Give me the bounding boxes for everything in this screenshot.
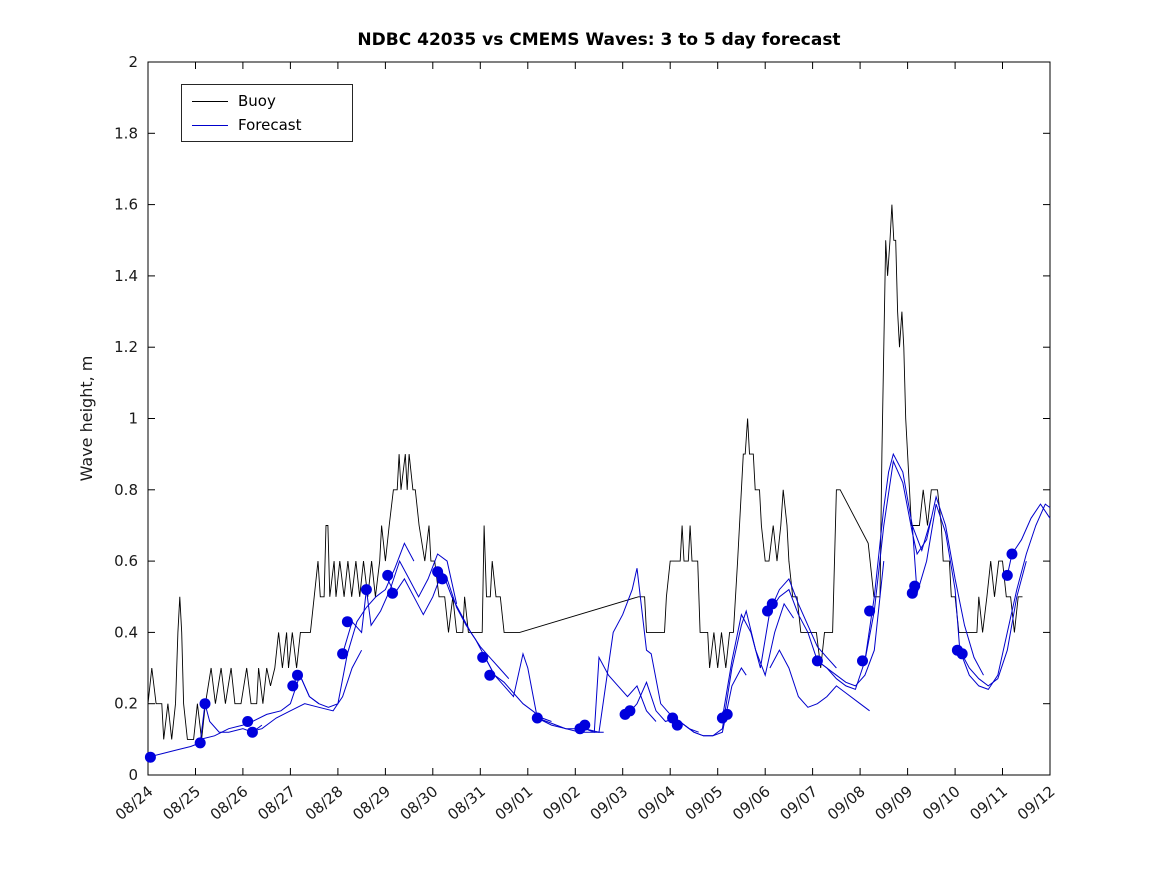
forecast-line bbox=[769, 561, 885, 687]
forecast-marker bbox=[292, 669, 303, 681]
forecast-line bbox=[584, 568, 699, 733]
forecast-marker bbox=[864, 605, 876, 617]
forecast-line-sample bbox=[192, 124, 228, 126]
forecast-line bbox=[1006, 503, 1051, 576]
forecast-marker bbox=[857, 655, 868, 667]
x-tick-label: 08/24 bbox=[112, 782, 157, 824]
forecast-line bbox=[911, 503, 1027, 687]
forecast-line bbox=[342, 553, 458, 654]
x-tick-label: 09/05 bbox=[682, 782, 727, 824]
y-tick-label: 1.2 bbox=[114, 338, 138, 356]
forecast-line bbox=[817, 452, 932, 691]
forecast-line bbox=[674, 602, 795, 737]
forecast-marker bbox=[199, 698, 211, 710]
forecast-marker bbox=[242, 716, 254, 727]
forecast-line bbox=[247, 649, 363, 733]
x-tick-label: 08/31 bbox=[444, 782, 489, 824]
y-axis-label: Wave height, m bbox=[77, 356, 96, 482]
forecast-marker bbox=[144, 751, 156, 763]
x-tick-label: 09/04 bbox=[634, 782, 679, 824]
forecast-line bbox=[627, 667, 747, 737]
forecast-marker bbox=[956, 648, 968, 660]
x-tick-label: 08/29 bbox=[349, 782, 394, 824]
axes-box bbox=[147, 61, 1051, 776]
forecast-marker bbox=[246, 726, 258, 738]
forecast-marker bbox=[766, 598, 778, 610]
y-tick-label: 1.4 bbox=[114, 267, 138, 285]
y-tick-label: 1.6 bbox=[114, 196, 138, 214]
x-tick-label: 09/06 bbox=[729, 782, 774, 824]
y-tick-label: 0 bbox=[128, 766, 138, 784]
forecast-line bbox=[959, 503, 1051, 691]
y-tick-label: 1 bbox=[128, 410, 138, 428]
forecast-marker bbox=[721, 708, 733, 720]
forecast-line bbox=[537, 655, 657, 733]
legend-item-forecast: Forecast bbox=[192, 116, 342, 134]
legend-label-buoy: Buoy bbox=[238, 92, 276, 110]
y-tick-label: 2 bbox=[128, 53, 138, 71]
buoy-line-sample bbox=[192, 100, 228, 102]
forecast-marker bbox=[531, 712, 543, 724]
y-tick-label: 0.6 bbox=[114, 552, 138, 570]
x-tick-label: 08/27 bbox=[254, 782, 299, 824]
x-tick-label: 09/07 bbox=[776, 782, 821, 824]
chart-title: NDBC 42035 vs CMEMS Waves: 3 to 5 day fo… bbox=[357, 30, 841, 50]
x-tick-label: 08/26 bbox=[207, 782, 252, 824]
forecast-marker bbox=[811, 655, 823, 667]
forecast-marker bbox=[382, 569, 394, 581]
x-tick-label: 09/02 bbox=[539, 782, 584, 824]
legend-item-buoy: Buoy bbox=[192, 92, 342, 110]
forecast-line bbox=[384, 570, 510, 680]
y-tick-label: 1.8 bbox=[114, 124, 138, 142]
buoy-line bbox=[147, 204, 1023, 740]
forecast-marker bbox=[909, 580, 921, 592]
forecast-marker bbox=[341, 616, 353, 628]
y-tick-label: 0.4 bbox=[114, 623, 138, 641]
y-tick-label: 0.2 bbox=[114, 695, 138, 713]
x-tick-label: 09/10 bbox=[919, 782, 964, 824]
x-tick-label: 08/25 bbox=[159, 782, 204, 824]
forecast-marker bbox=[337, 648, 349, 660]
x-tick-label: 09/08 bbox=[824, 782, 869, 824]
y-tick-label: 0.8 bbox=[114, 481, 138, 499]
x-tick-label: 09/12 bbox=[1014, 782, 1059, 824]
forecast-line bbox=[864, 459, 984, 676]
forecast-marker bbox=[1001, 569, 1013, 581]
x-tick-label: 09/11 bbox=[966, 782, 1011, 824]
x-tick-label: 09/01 bbox=[492, 782, 537, 824]
forecast-line bbox=[721, 577, 837, 719]
forecast-marker bbox=[484, 669, 496, 681]
legend-label-forecast: Forecast bbox=[238, 116, 302, 134]
forecast-marker bbox=[579, 719, 591, 731]
x-tick-label: 08/30 bbox=[397, 782, 442, 824]
forecast-marker bbox=[477, 651, 489, 663]
forecast-line bbox=[769, 649, 870, 712]
forecast-line bbox=[147, 703, 263, 758]
x-tick-label: 09/03 bbox=[587, 782, 632, 824]
forecast-marker bbox=[387, 587, 398, 599]
forecast-marker bbox=[436, 573, 448, 585]
x-tick-label: 09/09 bbox=[871, 782, 916, 824]
forecast-marker bbox=[671, 719, 683, 731]
forecast-marker bbox=[624, 705, 636, 717]
forecast-marker bbox=[287, 680, 299, 692]
forecast-marker bbox=[194, 737, 206, 749]
x-tick-label: 08/28 bbox=[302, 782, 347, 824]
forecast-line bbox=[290, 542, 415, 708]
forecast-marker bbox=[360, 584, 372, 596]
legend: Buoy Forecast bbox=[181, 84, 353, 142]
forecast-marker bbox=[1006, 548, 1018, 560]
